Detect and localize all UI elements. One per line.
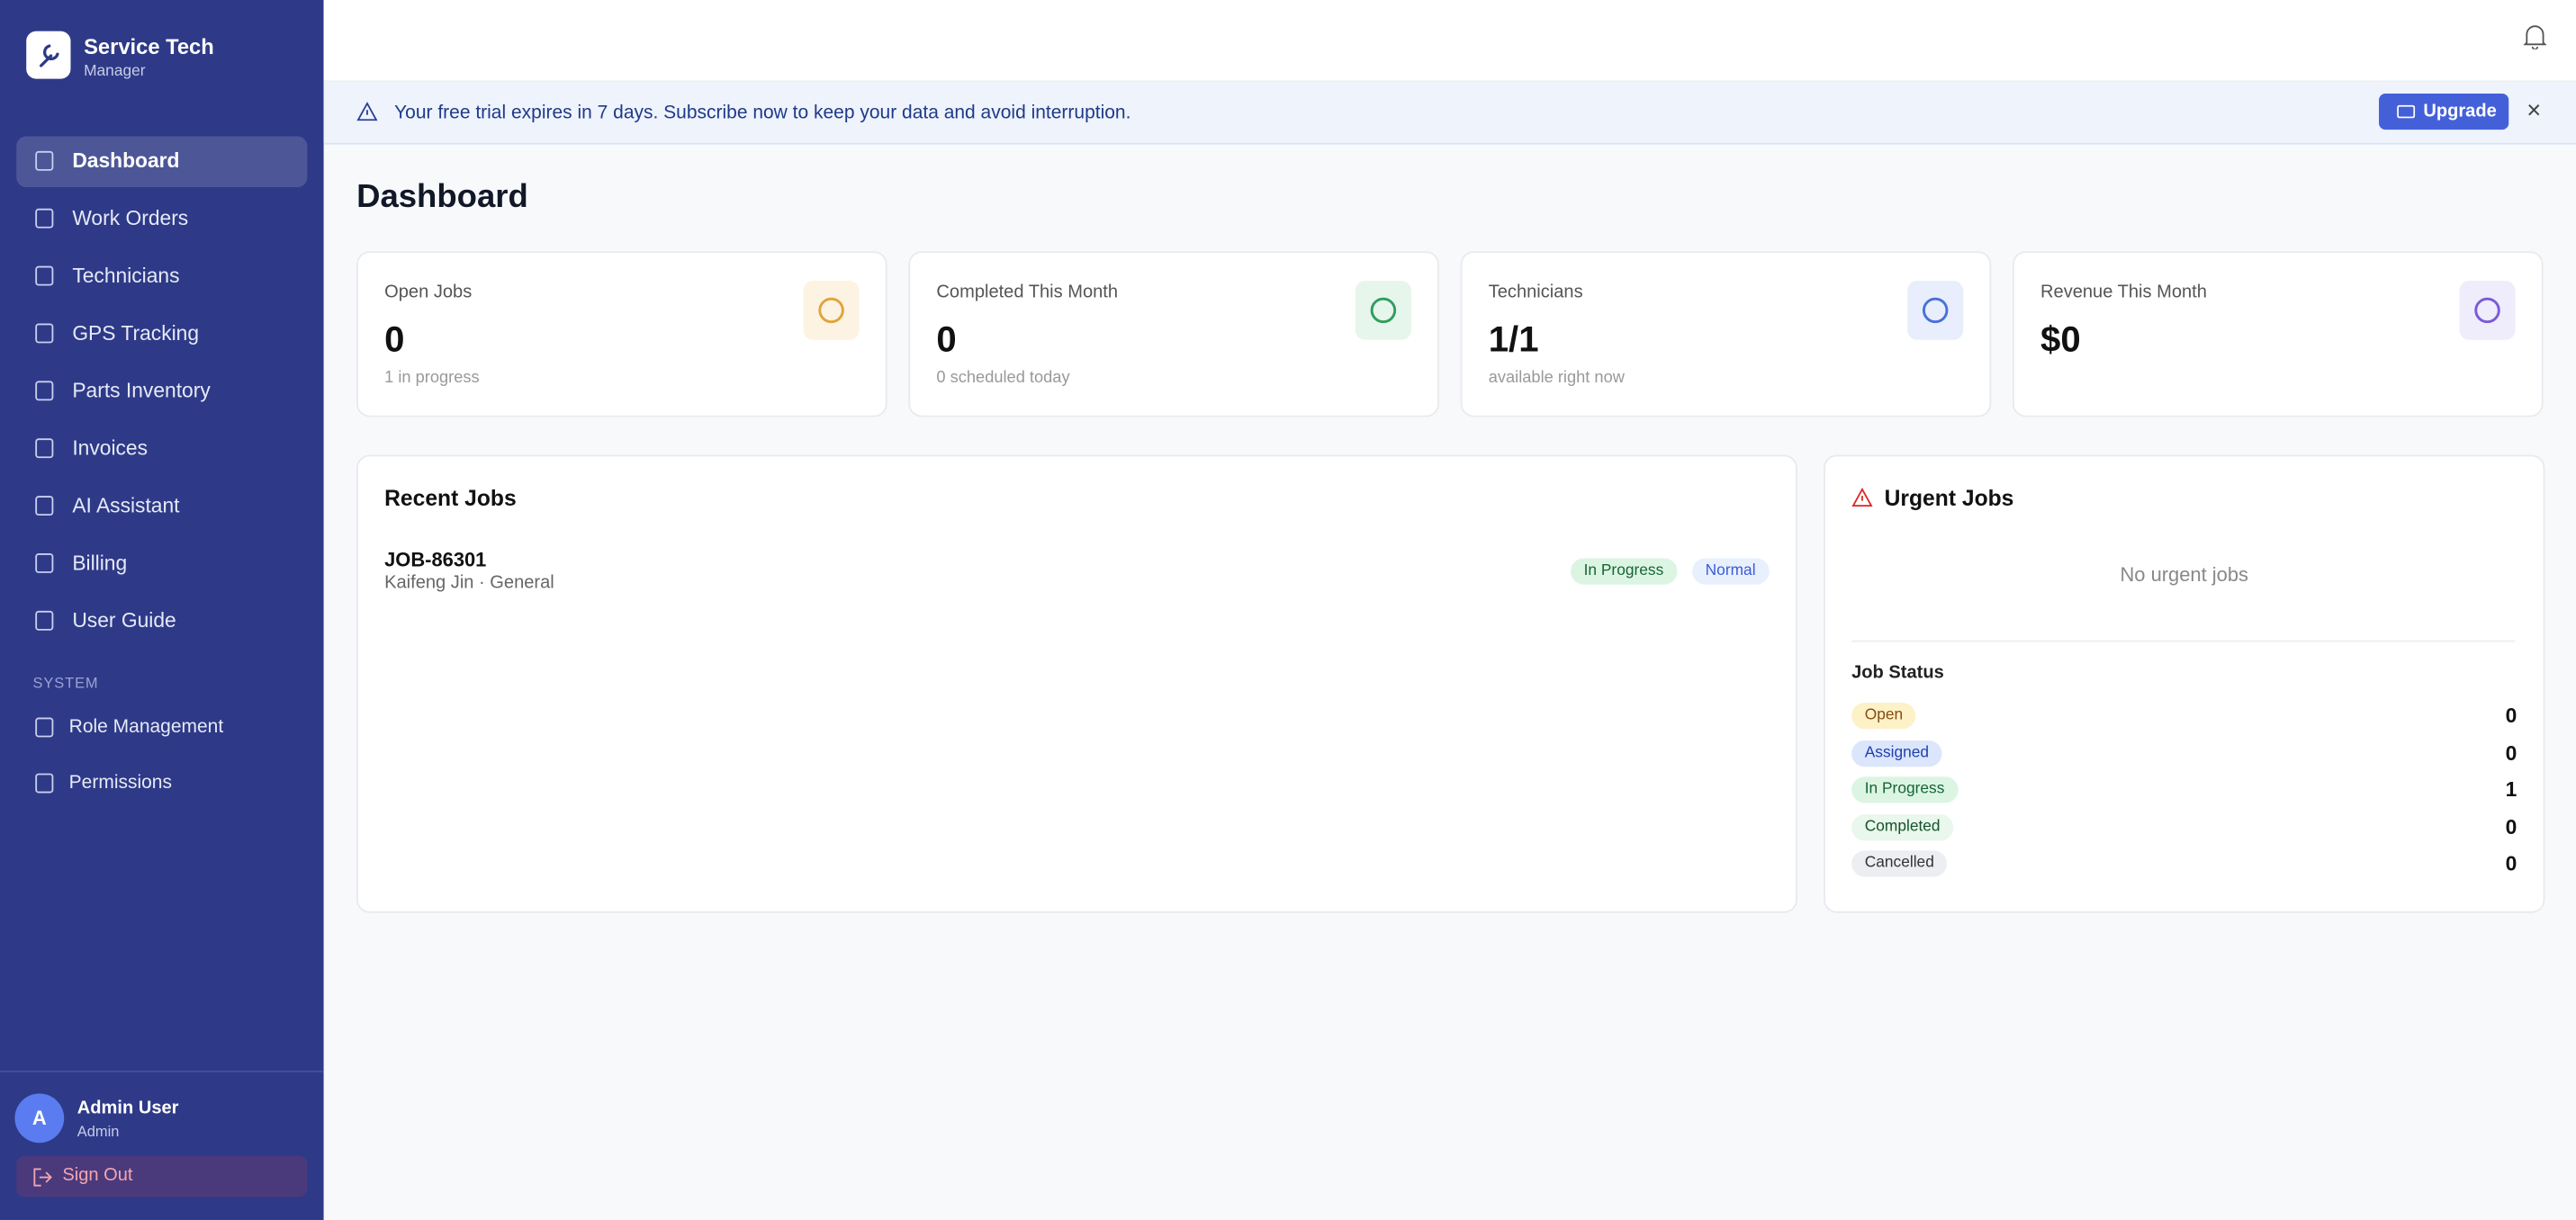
status-count: 1 bbox=[2505, 778, 2517, 802]
nav-item[interactable]: User Guide bbox=[16, 596, 307, 647]
status-count: 0 bbox=[2505, 815, 2517, 839]
stat-label: Technicians bbox=[1488, 282, 1583, 302]
panel-title: Urgent Jobs bbox=[1884, 486, 2014, 511]
user-role: Admin bbox=[77, 1123, 120, 1140]
nav-label: GPS Tracking bbox=[72, 321, 200, 345]
nav-label: AI Assistant bbox=[72, 494, 180, 517]
recent-jobs-panel: Recent Jobs JOB-86301 Kaifeng Jin · Gene… bbox=[356, 454, 1797, 913]
status-badge: In Progress bbox=[1570, 558, 1677, 585]
stat-card: Technicians 1/1 available right now bbox=[1460, 251, 1992, 417]
nav-label: Technicians bbox=[72, 264, 180, 288]
nav-item[interactable]: AI Assistant bbox=[16, 481, 307, 533]
banner-message: Your free trial expires in 7 days. Subsc… bbox=[394, 103, 1131, 123]
nav-label: Dashboard bbox=[72, 149, 180, 173]
stat-label: Revenue This Month bbox=[2040, 282, 2207, 302]
stat-icon bbox=[803, 281, 860, 340]
status-badge: Open bbox=[1851, 703, 1916, 730]
nav-label: Permissions bbox=[68, 773, 173, 794]
stat-sub: 1 in progress bbox=[384, 369, 480, 388]
stat-value: 0 bbox=[936, 318, 957, 360]
panel-title: Recent Jobs bbox=[384, 486, 517, 511]
nav-item[interactable]: Work Orders bbox=[16, 193, 307, 245]
stat-value: 0 bbox=[384, 318, 405, 360]
status-badge: Assigned bbox=[1851, 740, 1942, 767]
stat-card: Completed This Month 0 0 scheduled today bbox=[908, 251, 1439, 417]
stat-sub: 0 scheduled today bbox=[936, 369, 1070, 388]
bell-icon[interactable] bbox=[2523, 23, 2547, 49]
job-id[interactable]: JOB-86301 bbox=[384, 548, 487, 572]
stat-value: 1/1 bbox=[1488, 318, 1539, 360]
status-badge: In Progress bbox=[1851, 776, 1958, 803]
status-badge: Completed bbox=[1851, 813, 1954, 840]
upgrade-label: Upgrade bbox=[2423, 102, 2497, 122]
top-bar bbox=[323, 0, 2576, 83]
status-count: 0 bbox=[2505, 704, 2517, 728]
nav-item[interactable]: Invoices bbox=[16, 424, 307, 475]
stat-icon bbox=[1355, 281, 1411, 340]
close-button[interactable]: × bbox=[2526, 96, 2542, 125]
stat-icon bbox=[2459, 281, 2516, 340]
divider bbox=[1851, 640, 2516, 642]
upgrade-button[interactable]: Upgrade bbox=[2379, 94, 2509, 130]
stat-label: Open Jobs bbox=[384, 282, 473, 302]
status-count: 0 bbox=[2505, 852, 2517, 875]
user-name: Admin User bbox=[77, 1098, 179, 1118]
status-badge: Cancelled bbox=[1851, 850, 1948, 877]
nav-item[interactable]: GPS Tracking bbox=[16, 309, 307, 360]
stat-sub: available right now bbox=[1488, 369, 1625, 388]
nav-item[interactable]: Technicians bbox=[16, 251, 307, 302]
urgent-jobs-panel: Urgent Jobs No urgent jobs Job Status Op… bbox=[1824, 454, 2545, 913]
page-title: Dashboard bbox=[356, 178, 528, 216]
nav-label: Billing bbox=[72, 552, 128, 575]
section-label: SYSTEM bbox=[32, 675, 99, 692]
stat-card: Revenue This Month $0 bbox=[2012, 251, 2544, 417]
empty-message: No urgent jobs bbox=[2120, 562, 2248, 587]
nav-label: Work Orders bbox=[72, 206, 189, 230]
brand-subtitle: Manager bbox=[84, 62, 146, 81]
sidebar: Service Tech Manager SYSTEM A Admin User… bbox=[0, 0, 324, 1220]
stat-value: $0 bbox=[2040, 318, 2081, 360]
stat-label: Completed This Month bbox=[936, 282, 1119, 302]
priority-badge: Normal bbox=[1692, 558, 1770, 585]
nav-label: Parts Inventory bbox=[72, 379, 211, 403]
nav-item[interactable]: Permissions bbox=[16, 758, 307, 810]
stat-card: Open Jobs 0 1 in progress bbox=[356, 251, 887, 417]
nav-label: Invoices bbox=[72, 436, 149, 460]
sign-out-label: Sign Out bbox=[62, 1165, 133, 1186]
avatar: A bbox=[14, 1093, 65, 1144]
nav-item[interactable]: Dashboard bbox=[16, 136, 308, 188]
nav-label: User Guide bbox=[72, 609, 176, 632]
job-detail: Kaifeng Jin · General bbox=[384, 572, 554, 593]
nav-item[interactable]: Role Management bbox=[16, 703, 307, 754]
nav-item[interactable]: Parts Inventory bbox=[16, 366, 307, 417]
brand-title: Service Tech bbox=[84, 34, 214, 59]
section-title: Job Status bbox=[1851, 663, 1944, 684]
divider bbox=[0, 1070, 324, 1072]
status-count: 0 bbox=[2505, 740, 2517, 765]
nav-item[interactable]: Billing bbox=[16, 539, 307, 590]
sign-out-button[interactable]: Sign Out bbox=[16, 1155, 308, 1198]
trial-banner: Your free trial expires in 7 days. Subsc… bbox=[323, 82, 2576, 145]
stat-icon bbox=[1907, 281, 1964, 340]
logo bbox=[26, 31, 71, 79]
nav-label: Role Management bbox=[68, 717, 224, 738]
